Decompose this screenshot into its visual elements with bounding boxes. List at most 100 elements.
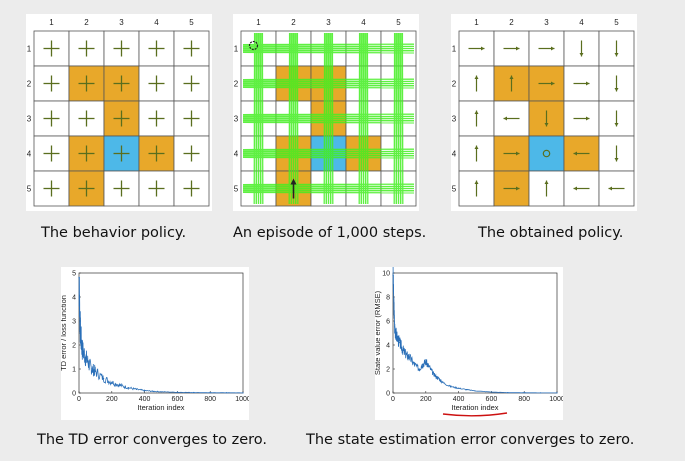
cross-icon [43, 110, 60, 127]
data-point [103, 378, 105, 380]
arrow-head [544, 180, 549, 184]
data-point [449, 385, 451, 387]
row-label: 1 [452, 45, 457, 54]
data-point [88, 363, 90, 365]
y-tick-label: 6 [386, 319, 390, 326]
grid-cell [103, 65, 140, 102]
data-point [441, 381, 443, 383]
state-error-chart-panel: 0 200 400 600 800 1000 0 2 4 6 8 10 Iteration index S… [373, 266, 565, 420]
behavior-policy-panel: 1 2 3 4 5 1 2 3 4 5 [26, 14, 212, 211]
arrow-down-icon [614, 75, 619, 92]
arrow-down-icon [544, 110, 549, 127]
cross-icon [113, 180, 130, 197]
arrow-right-icon [538, 46, 555, 51]
arrow-down-icon [579, 40, 584, 57]
arrow-head [544, 123, 549, 127]
row-label: 2 [452, 80, 457, 89]
arrow-head [516, 46, 520, 51]
data-point [209, 392, 211, 394]
arrow-right-icon [503, 186, 520, 191]
data-point [394, 326, 396, 328]
data-point [226, 392, 228, 394]
y-tick-label: 1 [72, 367, 76, 374]
data-point [127, 387, 129, 389]
arrow-head [573, 186, 577, 191]
cross-icon [148, 75, 165, 92]
arrow-head [474, 180, 479, 184]
col-label: 5 [189, 18, 194, 27]
trajectory-stroke [360, 32, 363, 205]
data-point [135, 388, 137, 390]
data-point [413, 363, 415, 365]
episode-trajectory [242, 32, 415, 205]
trajectory-stroke [242, 150, 415, 153]
x-tick-label: 800 [518, 396, 530, 403]
data-point [438, 378, 440, 380]
data-point [433, 374, 435, 376]
arrow-head [586, 116, 590, 121]
series-line [392, 266, 557, 394]
cross-icon [43, 145, 60, 162]
row-label: 5 [27, 185, 32, 194]
cross-icon [78, 145, 95, 162]
arrow-down-icon [614, 110, 619, 127]
data-point [490, 391, 492, 393]
data-point [408, 356, 410, 358]
cross-icon [148, 180, 165, 197]
plot-frame [392, 272, 558, 394]
cross-icon [78, 180, 95, 197]
arrow-head [614, 123, 619, 127]
cross-icon [183, 110, 200, 127]
caption-state-error: The state estimation error converges to … [306, 432, 635, 448]
data-point [474, 390, 476, 392]
y-tick-label: 8 [386, 295, 390, 302]
data-point [119, 384, 121, 386]
data-point [466, 389, 468, 391]
y-tick-label: 2 [386, 367, 390, 374]
col-label: 4 [361, 18, 366, 27]
data-point [405, 354, 407, 356]
arrow-head [614, 53, 619, 57]
caption-behavior-policy: The behavior policy. [41, 225, 187, 241]
stay-icon [542, 149, 551, 158]
cross-icon [183, 145, 200, 162]
x-tick-label: 600 [486, 396, 498, 403]
arrow-head [516, 151, 520, 156]
data-point [152, 390, 154, 392]
arrow-left-icon [608, 186, 625, 191]
data-point [507, 392, 509, 394]
y-axis-label: TD error / loss function [61, 295, 68, 371]
col-label: 2 [509, 18, 514, 27]
episode-grid: 1 2 3 4 5 1 2 3 4 5 [234, 18, 417, 207]
data-point [392, 274, 394, 276]
grid-cell [68, 170, 105, 207]
col-label: 3 [119, 18, 124, 27]
red-underline-annotation [442, 412, 508, 417]
x-tick-label: 1000 [235, 396, 249, 403]
x-tick-label: 400 [139, 396, 151, 403]
row-label: 2 [234, 80, 239, 89]
arrow-head [474, 110, 479, 114]
cross-icon [183, 180, 200, 197]
x-tick-label: 600 [172, 396, 184, 403]
data-point [144, 390, 146, 392]
arrow-head [579, 53, 584, 57]
col-label: 2 [291, 18, 296, 27]
cross-icon [113, 40, 130, 57]
arrow-left-icon [503, 116, 520, 121]
y-tick-label: 4 [72, 295, 76, 302]
col-label: 2 [84, 18, 89, 27]
data-point [160, 391, 162, 393]
arrow-up-icon [474, 180, 479, 197]
arrow-left-icon [573, 151, 590, 156]
trajectory-stroke [242, 185, 415, 188]
grid-cell [138, 100, 175, 137]
data-point [80, 334, 82, 336]
y-tick-label: 4 [386, 343, 390, 350]
data-point [421, 363, 424, 365]
data-point [94, 370, 96, 372]
start-marker [248, 40, 259, 51]
data-point [91, 368, 93, 370]
td-error-chart-panel: 0 200 400 600 800 1000 0 1 2 3 4 5 Iteration index TD… [59, 267, 251, 420]
row-label: 1 [27, 45, 32, 54]
